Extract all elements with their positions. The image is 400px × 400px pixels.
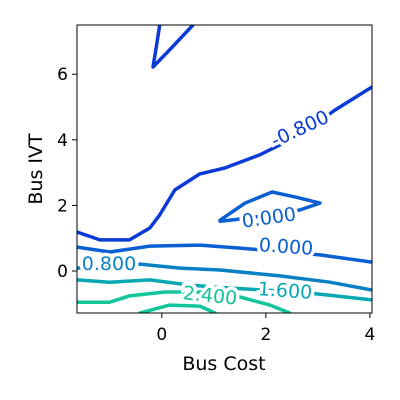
- axes-frame: [76, 24, 373, 314]
- y-tick-label: 0: [57, 262, 68, 282]
- x-axis-label: Bus Cost: [182, 353, 265, 375]
- y-axis-label: Bus IVT: [25, 133, 47, 205]
- x-tick-label: 4: [365, 325, 376, 345]
- contour-label: 0.000: [258, 234, 314, 260]
- plot-area: [77, 25, 372, 313]
- contour-line: [77, 262, 372, 292]
- contour-label: 0.000: [241, 203, 298, 232]
- y-tick-label: 2: [57, 196, 68, 216]
- contour-label: -0.800: [268, 106, 333, 152]
- y-tick-label: 6: [57, 65, 68, 85]
- x-tick-label: 2: [260, 325, 271, 345]
- contour-line: [77, 290, 292, 313]
- x-tick-label: 0: [156, 325, 167, 345]
- y-tick-label: 4: [57, 131, 68, 151]
- contour-line: [77, 25, 372, 242]
- contour-label: 0.800: [82, 253, 136, 275]
- contour-line: [77, 190, 372, 264]
- contour-label: 1.600: [257, 278, 313, 304]
- contour-line: [77, 278, 372, 302]
